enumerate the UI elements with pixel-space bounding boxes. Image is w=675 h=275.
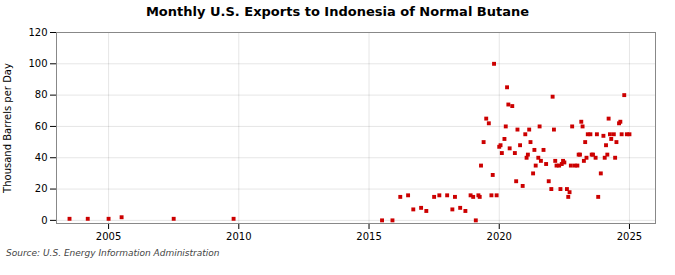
- html-text:Monthly U.S. Exports to Indone: Monthly U.S. Exports to Indonesia of Nor…: [145, 4, 530, 19]
- svg-text:2020: 2020: [487, 231, 512, 242]
- svg-text:2010: 2010: [226, 231, 251, 242]
- svg-text:60: 60: [35, 121, 48, 132]
- html-text:Source: U.S. Energy Informatio: Source: U.S. Energy Information Administ…: [6, 248, 220, 258]
- svg-text:100: 100: [28, 58, 47, 69]
- svg-text:40: 40: [35, 152, 48, 163]
- svg-text:Thousand Barrels per Day: Thousand Barrels per Day: [2, 63, 13, 194]
- svg-text:20: 20: [35, 183, 48, 194]
- svg-text:120: 120: [28, 27, 47, 38]
- svg-text:2025: 2025: [617, 231, 642, 242]
- svg-text:80: 80: [35, 89, 48, 100]
- svg-text:0: 0: [41, 215, 47, 226]
- svg-text:2005: 2005: [96, 231, 121, 242]
- svg-text:2015: 2015: [356, 231, 381, 242]
